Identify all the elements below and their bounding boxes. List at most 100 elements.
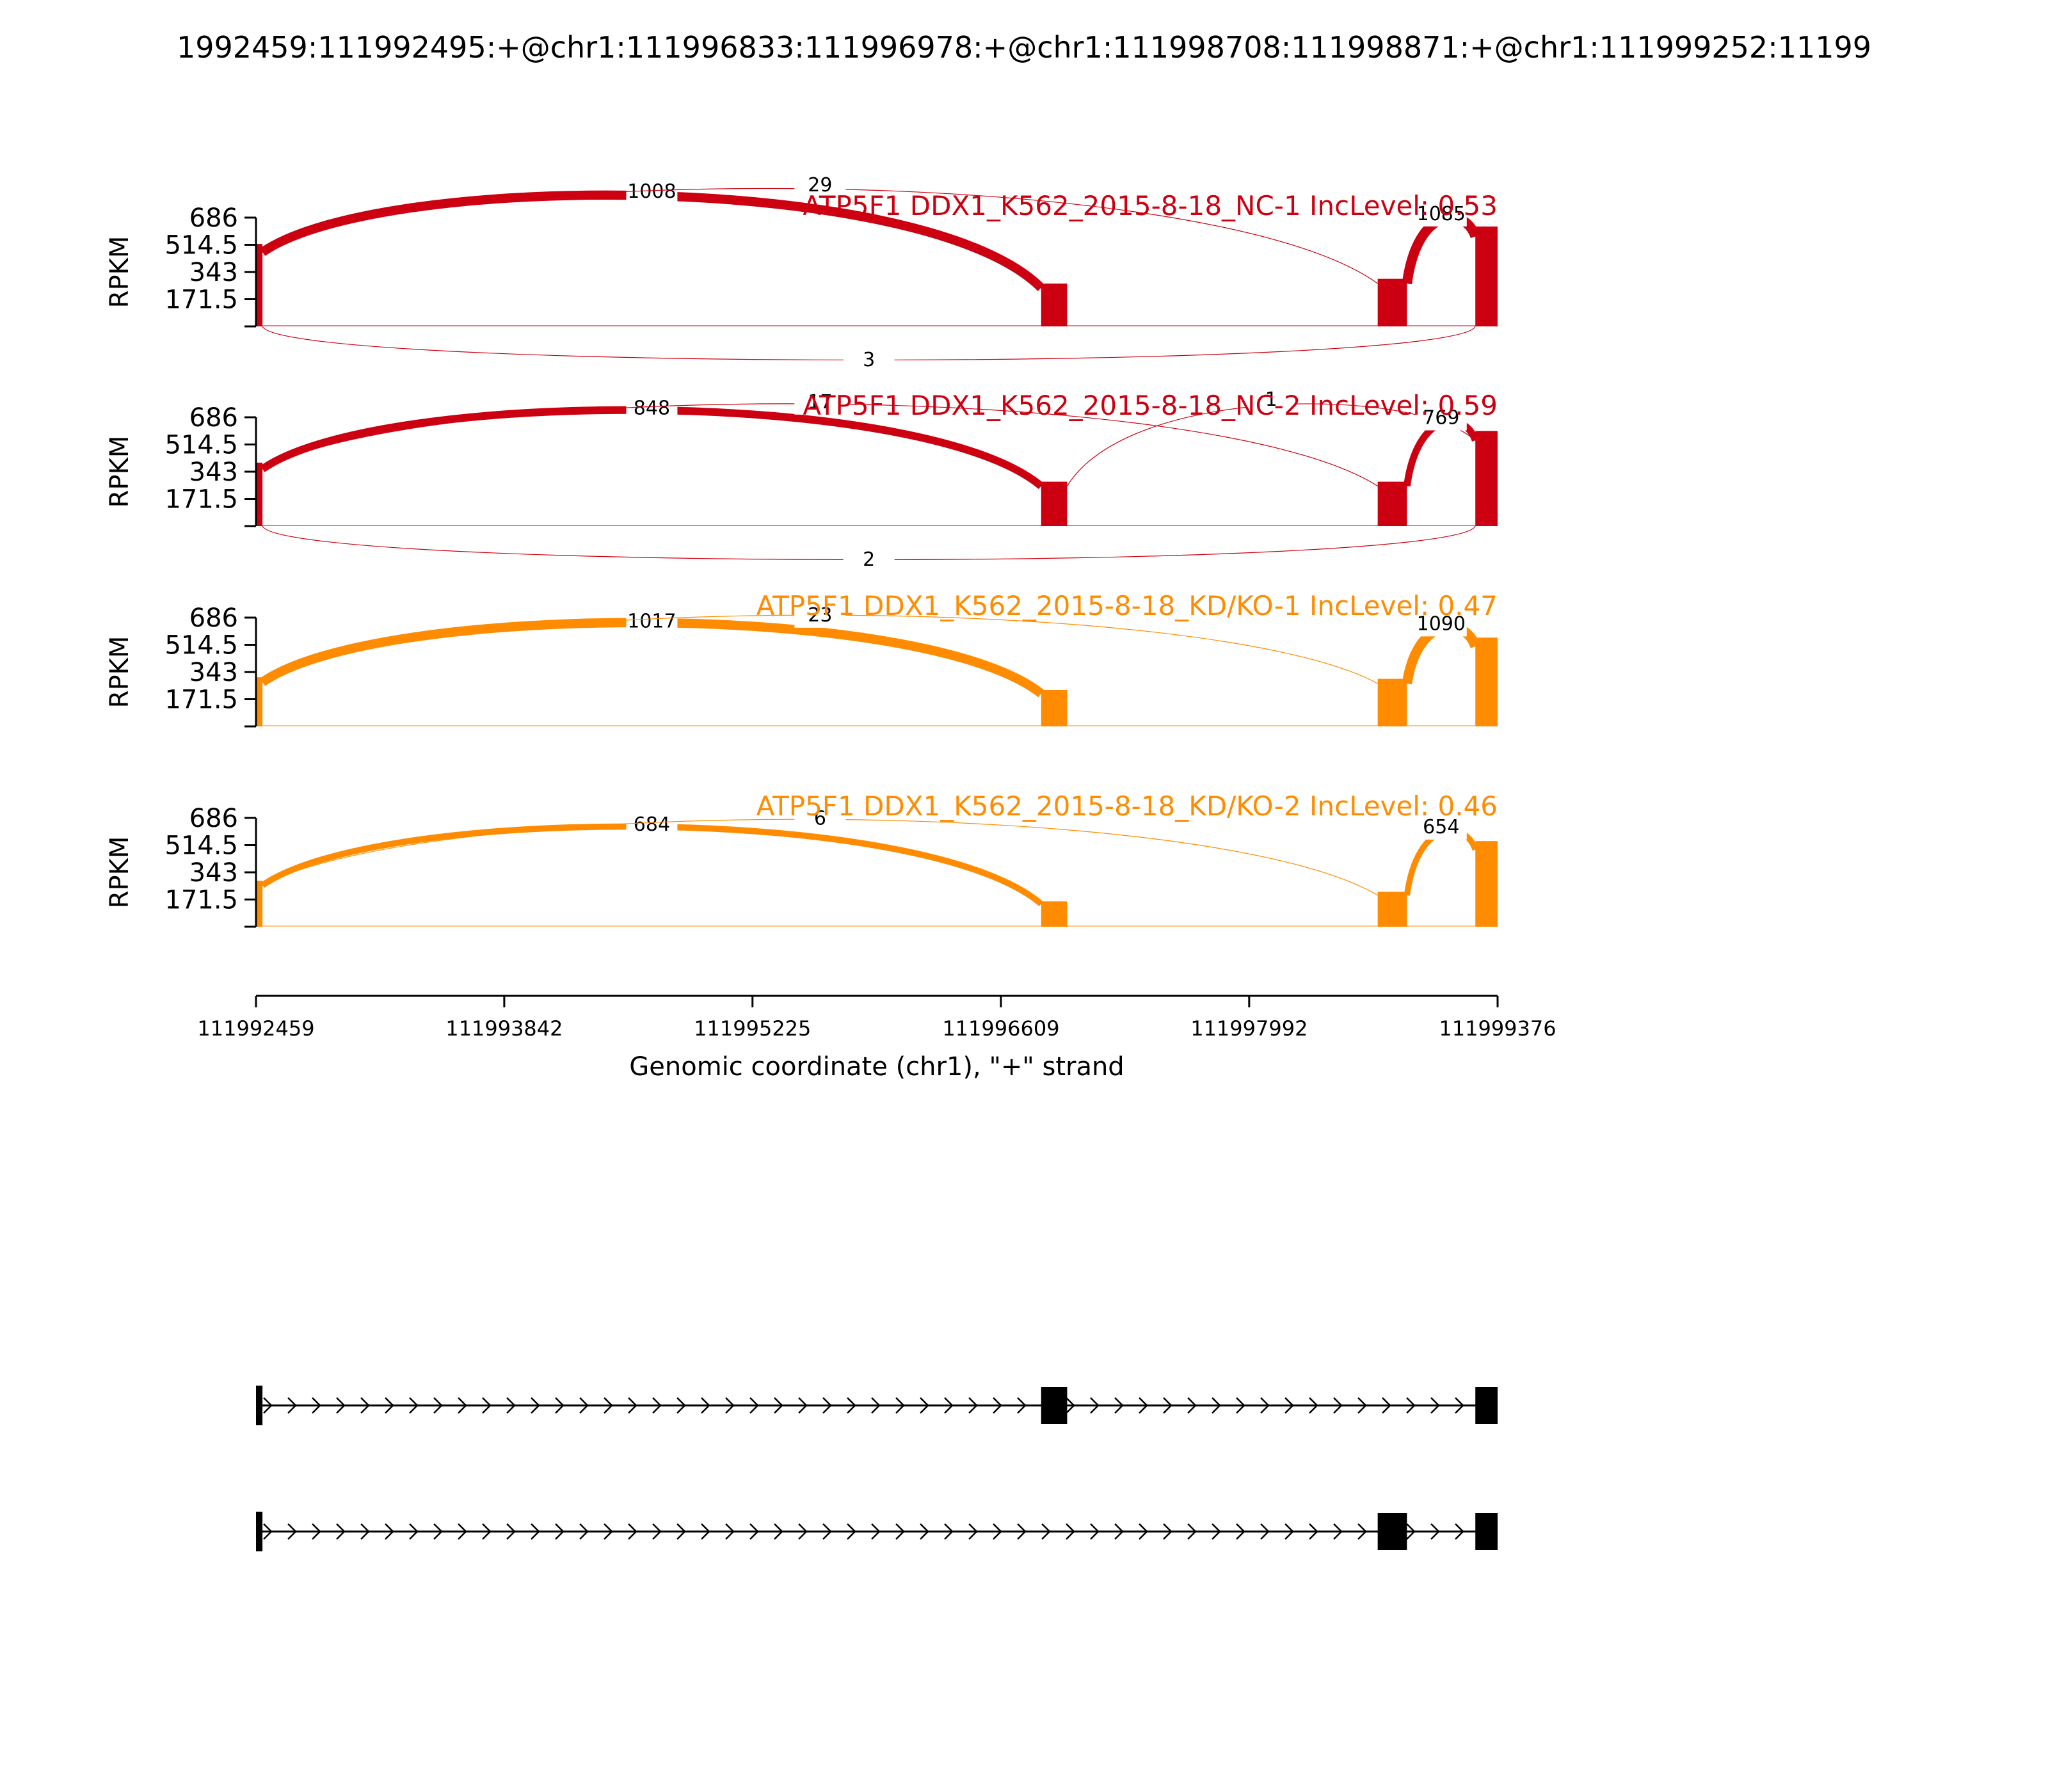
strand-arrow-icon (1187, 1397, 1197, 1414)
junction-count-label: 848 (634, 397, 670, 420)
y-tick-label: 171.5 (164, 285, 238, 315)
strand-arrow-icon (506, 1523, 516, 1540)
junction-count-label: 769 (1423, 406, 1459, 429)
strand-arrow-icon (385, 1397, 394, 1414)
strand-arrow-icon (847, 1397, 856, 1414)
strand-arrow-icon (531, 1523, 540, 1540)
y-tick-label: 514.5 (164, 831, 238, 861)
strand-arrow-icon (847, 1523, 856, 1540)
strand-arrow-icon (749, 1397, 759, 1414)
strand-arrow-icon (506, 1397, 516, 1414)
strand-arrow-icon (1236, 1523, 1245, 1540)
strand-arrow-icon (798, 1523, 808, 1540)
strand-arrow-icon (263, 1523, 273, 1540)
strand-arrow-icon (263, 1397, 273, 1414)
strand-arrow-icon (555, 1397, 564, 1414)
figure-title: 1992459:111992495:+@chr1:111996833:11199… (177, 30, 1871, 65)
strand-arrow-icon (1139, 1397, 1148, 1414)
junction-count-label: 29 (808, 174, 832, 196)
panel-sample-label: ATP5F1 DDX1_K562_2015-8-18_NC-2 IncLevel… (803, 390, 1498, 421)
junction-label-bg (626, 812, 678, 838)
junction-count-label: 2 (863, 548, 875, 571)
coverage-block (1475, 841, 1498, 927)
junction-label-bg (843, 347, 895, 372)
strand-arrow-icon (482, 1523, 492, 1540)
panel-sample-label: ATP5F1 DDX1_K562_2015-8-18_NC-1 IncLevel… (803, 190, 1498, 221)
junction-arc (260, 406, 1044, 490)
junction-label-bg (794, 805, 846, 831)
strand-arrow-icon (579, 1523, 589, 1540)
junction-arc (1402, 212, 1480, 285)
junction-label-bg (1415, 611, 1467, 637)
strand-arrow-icon (652, 1523, 662, 1540)
strand-arrow-icon (993, 1397, 1002, 1414)
junction-label-bg (1415, 404, 1467, 431)
strand-arrow-icon (1333, 1523, 1343, 1540)
junction-label-bg (794, 602, 846, 628)
x-tick-label: 111992459 (197, 1016, 314, 1041)
strand-arrow-icon (1406, 1397, 1416, 1414)
y-axis-label: RPKM (105, 436, 134, 508)
strand-arrow-icon (725, 1397, 735, 1414)
strand-arrow-icon (920, 1397, 929, 1414)
y-tick-label: 686 (189, 204, 238, 233)
strand-arrow-icon (1333, 1397, 1343, 1414)
y-tick-label: 343 (189, 858, 238, 888)
x-axis-label: Genomic coordinate (chr1), "+" strand (629, 1052, 1124, 1082)
x-tick-label: 111996609 (942, 1016, 1059, 1041)
strand-arrow-icon (336, 1397, 346, 1414)
strand-arrow-icon (1430, 1397, 1440, 1414)
strand-arrow-icon (774, 1523, 783, 1540)
strand-arrow-icon (1309, 1397, 1318, 1414)
strand-arrow-icon (360, 1523, 370, 1540)
strand-arrow-icon (1260, 1397, 1270, 1414)
isoform-model (256, 1512, 1498, 1551)
exon-block (1041, 1387, 1068, 1424)
coverage-block (1377, 481, 1407, 526)
strand-arrow-icon (604, 1397, 613, 1414)
coverage-block (1041, 481, 1068, 526)
strand-arrow-icon (1090, 1523, 1100, 1540)
strand-arrow-icon (798, 1397, 808, 1414)
y-tick-label: 686 (189, 804, 238, 833)
strand-arrow-icon (482, 1397, 492, 1414)
strand-arrow-icon (944, 1523, 954, 1540)
strand-arrow-icon (871, 1523, 881, 1540)
junction-count-label: 17 (808, 391, 832, 413)
coverage-block (1041, 901, 1068, 927)
coverage-block (1475, 431, 1498, 526)
strand-arrow-icon (895, 1523, 905, 1540)
y-tick-label: 343 (189, 258, 238, 287)
coverage-block (1475, 637, 1498, 726)
y-tick-label: 171.5 (164, 886, 238, 915)
junction-count-label: 1 (1265, 388, 1277, 411)
strand-arrow-icon (895, 1397, 905, 1414)
y-tick-label: 171.5 (164, 685, 238, 715)
strand-arrow-icon (1309, 1523, 1318, 1540)
strand-arrow-icon (409, 1523, 419, 1540)
coverage-block (1377, 278, 1407, 326)
junction-label-bg (626, 395, 678, 421)
exon-block (256, 1386, 263, 1425)
junction-label-bg (1245, 387, 1297, 413)
strand-arrow-icon (628, 1397, 637, 1414)
strand-arrow-icon (579, 1397, 589, 1414)
strand-arrow-icon (360, 1397, 370, 1414)
junction-count-label: 23 (808, 604, 832, 627)
x-tick-label: 111993842 (445, 1016, 563, 1041)
strand-arrow-icon (1017, 1523, 1027, 1540)
strand-arrow-icon (1114, 1397, 1124, 1414)
y-tick-label: 686 (189, 403, 238, 433)
panel-sample-label: ATP5F1 DDX1_K562_2015-8-18_KD/KO-2 IncLe… (756, 790, 1498, 822)
y-tick-label: 514.5 (164, 231, 238, 260)
strand-arrow-icon (1066, 1397, 1075, 1414)
junction-count-label: 1008 (627, 180, 676, 203)
x-axis: 111992459 111993842 111995225 111996609 1119… (197, 995, 1556, 1041)
panel-sample-label: ATP5F1 DDX1_K562_2015-8-18_KD/KO-1 IncLe… (756, 590, 1498, 621)
junction-label-bg (626, 608, 678, 634)
strand-arrow-icon (1212, 1397, 1221, 1414)
strand-arrow-icon (1114, 1523, 1124, 1540)
